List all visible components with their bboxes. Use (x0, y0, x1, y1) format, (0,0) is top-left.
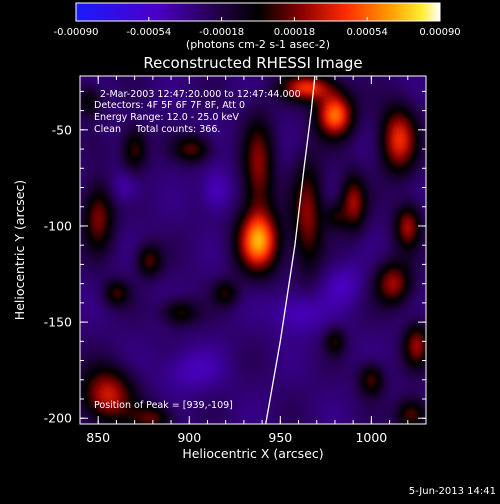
x-tick-label: 850 (86, 430, 110, 445)
heatmap-area (80, 76, 426, 424)
annotations: 2-Mar-2003 12:47:20.000 to 12:47:44.000 … (94, 89, 301, 411)
chart-title: Reconstructed RHESSI Image (143, 54, 362, 72)
colorbar-tick-label: 0.00090 (419, 27, 460, 38)
colorbar: -0.00090 -0.00054 -0.00018 0.00018 0.00054 0.… (54, 2, 461, 51)
heatmap-image (80, 76, 426, 424)
annotation-energy-range: Energy Range: 12.0 - 25.0 keV (94, 112, 239, 123)
colorbar-ticks: -0.00090 -0.00054 -0.00018 0.00018 0.00054 0.… (54, 17, 461, 38)
colorbar-tick-label: -0.00018 (199, 27, 244, 38)
colorbar-tick-label: -0.00090 (54, 27, 99, 38)
x-tick-label: 1000 (355, 430, 387, 445)
y-axis-label: Heliocentric Y (arcsec) (12, 180, 27, 320)
colorbar-tick-label: -0.00054 (126, 27, 171, 38)
x-axis-label: Heliocentric X (arcsec) (182, 446, 323, 461)
annotation-algorithm-counts: Clean Total counts: 366. (94, 124, 220, 135)
y-axis: -50 -100 -150 -200 (44, 90, 426, 426)
x-tick-label: 900 (177, 430, 201, 445)
annotation-time-range: 2-Mar-2003 12:47:20.000 to 12:47:44.000 (100, 89, 301, 100)
colorbar-tick-label: 0.00054 (347, 27, 388, 38)
colorbar-gradient (75, 2, 441, 22)
y-tick-label: -100 (44, 218, 72, 233)
annotation-peak-position: Position of Peak = [939,-109] (94, 400, 233, 411)
colorbar-unit-label: (photons cm-2 s-1 asec-2) (186, 38, 330, 51)
y-tick-label: -50 (52, 122, 72, 137)
solar-limb-curve (265, 76, 316, 424)
footer-date: 5-Jun-2013 14:41 (409, 486, 496, 497)
y-tick-label: -150 (44, 315, 72, 330)
annotation-detectors: Detectors: 4F 5F 6F 7F 8F, Att 0 (94, 100, 245, 111)
colorbar-tick-label: 0.00018 (274, 27, 315, 38)
x-axis: 850 900 950 1000 (86, 76, 409, 445)
x-tick-label: 950 (268, 430, 292, 445)
plot-frame (79, 75, 427, 425)
y-tick-label: -200 (44, 411, 72, 426)
